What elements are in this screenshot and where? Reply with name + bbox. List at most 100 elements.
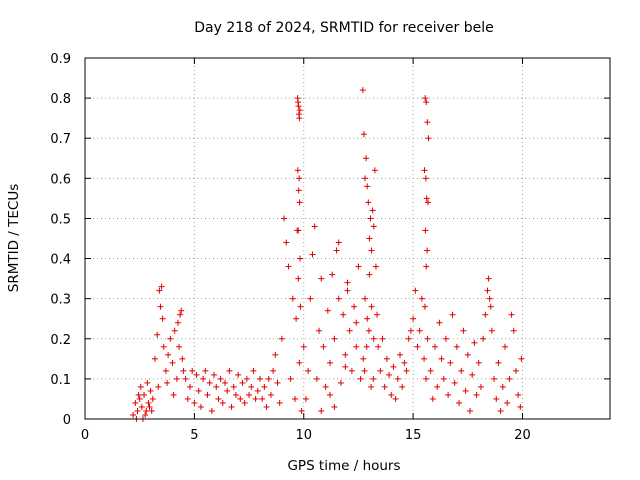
data-point bbox=[155, 383, 162, 390]
data-point bbox=[316, 327, 323, 334]
data-point bbox=[285, 263, 292, 270]
data-point bbox=[506, 375, 513, 382]
data-point bbox=[423, 263, 430, 270]
data-point bbox=[298, 407, 305, 414]
data-point bbox=[169, 359, 176, 366]
data-point bbox=[193, 371, 200, 378]
data-point bbox=[167, 335, 174, 342]
data-point bbox=[451, 379, 458, 386]
data-point bbox=[272, 351, 279, 358]
data-point bbox=[278, 335, 285, 342]
data-point bbox=[224, 387, 231, 394]
data-point bbox=[425, 199, 431, 206]
x-axis-title: GPS time / hours bbox=[287, 458, 400, 474]
data-point bbox=[425, 135, 432, 142]
data-point bbox=[147, 387, 154, 394]
data-point bbox=[375, 343, 382, 350]
data-point bbox=[367, 215, 374, 222]
data-point bbox=[423, 195, 430, 202]
x-tick-label: 10 bbox=[295, 428, 312, 443]
data-point bbox=[138, 403, 145, 410]
data-point bbox=[361, 367, 368, 374]
data-point bbox=[178, 307, 185, 314]
data-point bbox=[344, 287, 351, 294]
data-point bbox=[370, 335, 377, 342]
y-tick-label: 0.9 bbox=[50, 52, 71, 67]
data-point bbox=[480, 335, 487, 342]
data-point bbox=[318, 275, 325, 282]
x-tick-label: 0 bbox=[81, 428, 89, 443]
data-point bbox=[410, 315, 417, 322]
data-point bbox=[469, 371, 476, 378]
data-point bbox=[187, 383, 193, 390]
data-point bbox=[157, 303, 164, 310]
data-point bbox=[296, 199, 303, 206]
data-point bbox=[174, 319, 181, 326]
data-points bbox=[130, 87, 525, 422]
data-point bbox=[322, 383, 329, 390]
data-point bbox=[370, 375, 377, 382]
data-point bbox=[418, 295, 425, 302]
data-point bbox=[160, 343, 167, 350]
data-point bbox=[235, 371, 242, 378]
y-tick-label: 0.4 bbox=[50, 253, 71, 268]
data-point bbox=[368, 383, 375, 390]
data-point bbox=[487, 303, 494, 310]
y-tick-label: 0.6 bbox=[50, 172, 71, 187]
data-point bbox=[287, 375, 294, 382]
data-point bbox=[495, 359, 502, 366]
data-point bbox=[295, 275, 302, 282]
data-point bbox=[329, 271, 336, 278]
data-point bbox=[386, 371, 393, 378]
data-point bbox=[449, 311, 456, 318]
data-point bbox=[176, 343, 183, 350]
data-point bbox=[340, 311, 347, 318]
data-point bbox=[327, 391, 333, 398]
data-point bbox=[146, 403, 153, 410]
data-point bbox=[422, 95, 429, 102]
x-tick-label: 15 bbox=[405, 428, 422, 443]
data-point bbox=[241, 399, 248, 406]
data-point bbox=[206, 379, 213, 386]
data-point bbox=[464, 351, 471, 358]
data-point bbox=[390, 363, 397, 370]
data-point bbox=[257, 375, 263, 382]
data-point bbox=[362, 295, 368, 302]
data-point bbox=[403, 367, 410, 374]
data-point bbox=[219, 399, 226, 406]
data-point bbox=[145, 399, 152, 406]
data-point bbox=[142, 411, 149, 418]
data-point bbox=[311, 223, 318, 230]
data-point bbox=[204, 391, 211, 398]
data-point bbox=[484, 287, 491, 294]
data-point bbox=[508, 311, 515, 318]
data-point bbox=[353, 343, 360, 350]
data-point bbox=[182, 375, 189, 382]
data-point bbox=[141, 391, 148, 398]
data-point bbox=[265, 375, 272, 382]
data-point bbox=[432, 343, 438, 350]
y-tick-label: 0.7 bbox=[50, 132, 71, 147]
data-point bbox=[517, 403, 524, 410]
data-point bbox=[200, 375, 207, 382]
data-point bbox=[154, 331, 161, 338]
data-point bbox=[297, 255, 304, 262]
data-point bbox=[471, 339, 478, 346]
x-tick-label: 20 bbox=[514, 428, 531, 443]
data-point bbox=[162, 367, 169, 374]
axes: 0 5 10 15 20 0 0.1 0.2 0.3 0.4 0.5 0.6 0.7 0.8 0.9 bbox=[50, 52, 611, 443]
data-point bbox=[462, 387, 469, 394]
data-point bbox=[488, 327, 495, 334]
data-point bbox=[421, 355, 428, 362]
data-point bbox=[491, 375, 498, 382]
data-point bbox=[159, 315, 166, 322]
data-point bbox=[259, 395, 266, 402]
data-point bbox=[364, 315, 371, 322]
data-point bbox=[364, 183, 371, 190]
data-point bbox=[246, 391, 253, 398]
y-tick-label: 0 bbox=[63, 413, 71, 428]
data-point bbox=[485, 275, 492, 282]
data-point bbox=[296, 115, 303, 122]
data-point bbox=[292, 395, 298, 402]
data-point bbox=[149, 395, 156, 402]
